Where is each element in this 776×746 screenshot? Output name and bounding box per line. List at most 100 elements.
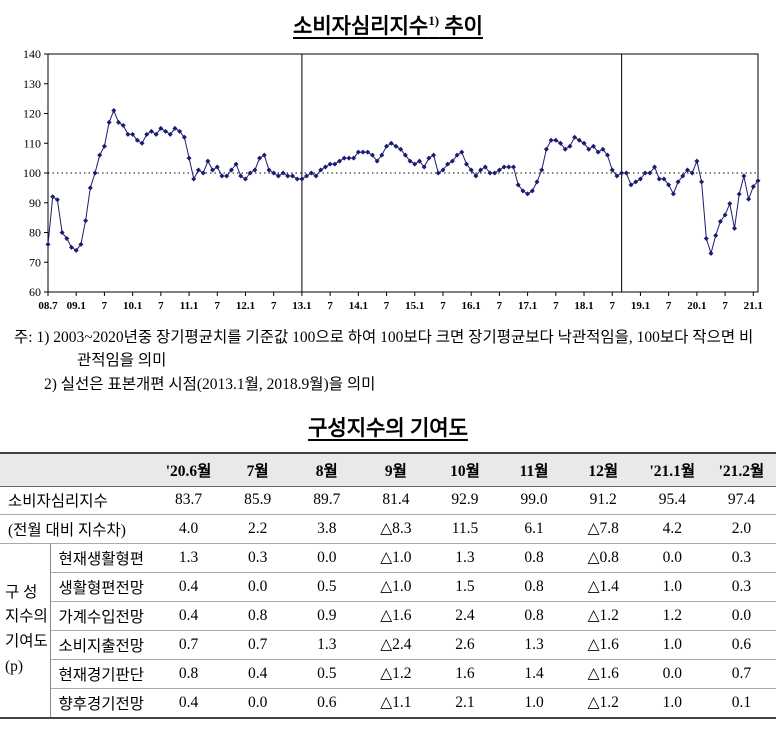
x-axis-label: 7 xyxy=(384,300,390,312)
data-point-marker xyxy=(741,173,747,179)
data-point-marker xyxy=(219,173,225,179)
table-row: 향후경기전망 0.4 0.0 0.6 △1.1 2.1 1.0 △1.2 1.0 0.1 xyxy=(0,688,776,718)
data-point-marker xyxy=(492,170,498,176)
chart-title: 소비자심리지수1) 추이 xyxy=(0,10,776,40)
x-axis-label: 12.1 xyxy=(236,300,255,312)
chart-notes: 주: 1) 2003~2020년중 장기평균치를 기준값 100으로 하여 10… xyxy=(14,326,762,396)
data-point-marker xyxy=(69,244,75,250)
data-point-marker xyxy=(148,128,154,134)
data-point-marker xyxy=(562,146,568,152)
data-point-marker xyxy=(167,131,173,137)
value-cell: 0.6 xyxy=(317,693,337,711)
table-body: 소비자심리지수 83.7 85.9 89.7 81.4 92.9 99.0 91.2 95.4 9… xyxy=(0,486,776,718)
header-month-cell: 12월 xyxy=(568,452,638,487)
value-cell: 2.4 xyxy=(455,606,475,624)
data-point-marker xyxy=(233,161,239,167)
data-point-marker xyxy=(384,143,390,149)
data-point-marker xyxy=(633,179,639,185)
x-axis-label: 17.1 xyxy=(518,300,537,312)
header-month-cell: '20.6월 xyxy=(154,452,224,487)
value-cell: 1.3 xyxy=(317,635,337,653)
data-point-marker xyxy=(341,155,347,161)
data-point-marker xyxy=(228,167,234,173)
value-cell: 1.0 xyxy=(524,693,544,711)
value-cell: 91.2 xyxy=(589,491,617,509)
data-point-marker xyxy=(478,167,484,173)
data-point-marker xyxy=(680,173,686,179)
data-point-marker xyxy=(609,167,615,173)
data-point-marker xyxy=(346,155,352,161)
data-point-marker xyxy=(78,241,84,247)
value-cell: 2.6 xyxy=(455,635,475,653)
data-point-marker xyxy=(45,241,51,247)
data-point-marker xyxy=(257,155,263,161)
data-point-marker xyxy=(421,164,427,170)
y-axis-label: 130 xyxy=(23,77,41,91)
table-header: '20.6월 7월 8월 9월 10월 11월 12월 '21.1월 '21.2월 xyxy=(0,452,776,487)
data-point-marker xyxy=(595,149,601,155)
data-point-marker xyxy=(750,184,756,190)
value-cell: 0.0 xyxy=(317,548,337,566)
chart-title-text: 소비자심리지수1) 추이 xyxy=(293,13,483,38)
header-month-cell: '21.1월 xyxy=(637,452,707,487)
x-axis-label: 7 xyxy=(722,300,728,312)
data-point-marker xyxy=(581,140,587,146)
data-point-marker xyxy=(191,176,197,182)
data-point-marker xyxy=(614,173,620,179)
value-cell: 81.4 xyxy=(382,491,410,509)
table-title-text: 구성지수의 기여도 xyxy=(308,415,468,440)
data-point-marker xyxy=(463,161,469,167)
data-point-marker xyxy=(642,170,648,176)
value-cell: 1.3 xyxy=(524,635,544,653)
value-cell: 0.4 xyxy=(178,693,199,711)
header-month-cell: 8월 xyxy=(292,452,362,487)
contribution-table: '20.6월 7월 8월 9월 10월 11월 12월 '21.1월 '21.2월 소비자심리지… xyxy=(0,451,776,719)
data-point-marker xyxy=(299,176,305,182)
data-point-marker xyxy=(163,128,169,134)
data-point-marker xyxy=(468,167,474,173)
value-cell: △1.4 xyxy=(587,578,619,596)
value-cell: △0.8 xyxy=(587,549,619,567)
table-row: 현재경기판단 0.8 0.4 0.5 △1.2 1.6 1.4 △1.6 0.0 0.7 xyxy=(0,659,776,689)
data-point-marker xyxy=(600,146,606,152)
data-point-marker xyxy=(92,170,98,176)
data-point-marker xyxy=(731,225,737,231)
data-point-marker xyxy=(586,146,592,152)
data-point-marker xyxy=(736,191,742,197)
data-point-marker xyxy=(177,128,183,134)
data-point-marker xyxy=(195,167,201,173)
data-point-marker xyxy=(558,140,564,146)
data-point-marker xyxy=(134,137,140,143)
value-cell: 83.7 xyxy=(174,491,203,509)
table-row: 생활형편전망 0.4 0.0 0.5 △1.0 1.5 0.8 △1.4 1.0 0.3 xyxy=(0,572,776,602)
x-axis-label: 7 xyxy=(215,300,221,312)
data-point-marker xyxy=(214,164,220,170)
group-label-contribution: 구 성 지수의 기여도 (p) xyxy=(5,583,48,676)
x-axis-label: 7 xyxy=(609,300,615,312)
data-point-marker xyxy=(97,152,103,158)
data-point-marker xyxy=(534,179,540,185)
data-point-marker xyxy=(318,167,324,173)
value-cell: △1.6 xyxy=(380,607,412,625)
data-point-marker xyxy=(454,152,460,158)
data-point-marker xyxy=(280,170,286,176)
data-point-marker xyxy=(529,188,535,194)
value-cell: △1.2 xyxy=(380,665,412,683)
value-cell: 4.0 xyxy=(178,519,199,537)
data-point-marker xyxy=(727,201,733,207)
data-point-marker xyxy=(708,250,714,256)
table-row: (전월 대비 지수차) 4.0 2.2 3.8 △8.3 11.5 6.1 △7.8 4.2 2.… xyxy=(0,514,776,544)
value-cell: 95.4 xyxy=(658,491,686,509)
value-cell: 1.4 xyxy=(524,664,544,682)
row-label: 소비지출전망 xyxy=(49,630,154,660)
x-axis-label: 13.1 xyxy=(292,300,311,312)
note-1: 주: 1) 2003~2020년중 장기평균치를 기준값 100으로 하여 10… xyxy=(14,329,754,370)
data-point-marker xyxy=(619,170,625,176)
value-cell: 0.5 xyxy=(317,577,337,595)
x-axis-label: 7 xyxy=(553,300,559,312)
data-point-marker xyxy=(416,158,422,164)
data-point-marker xyxy=(553,137,559,143)
data-point-marker xyxy=(327,161,333,167)
data-point-marker xyxy=(101,143,107,149)
data-point-marker xyxy=(510,164,516,170)
